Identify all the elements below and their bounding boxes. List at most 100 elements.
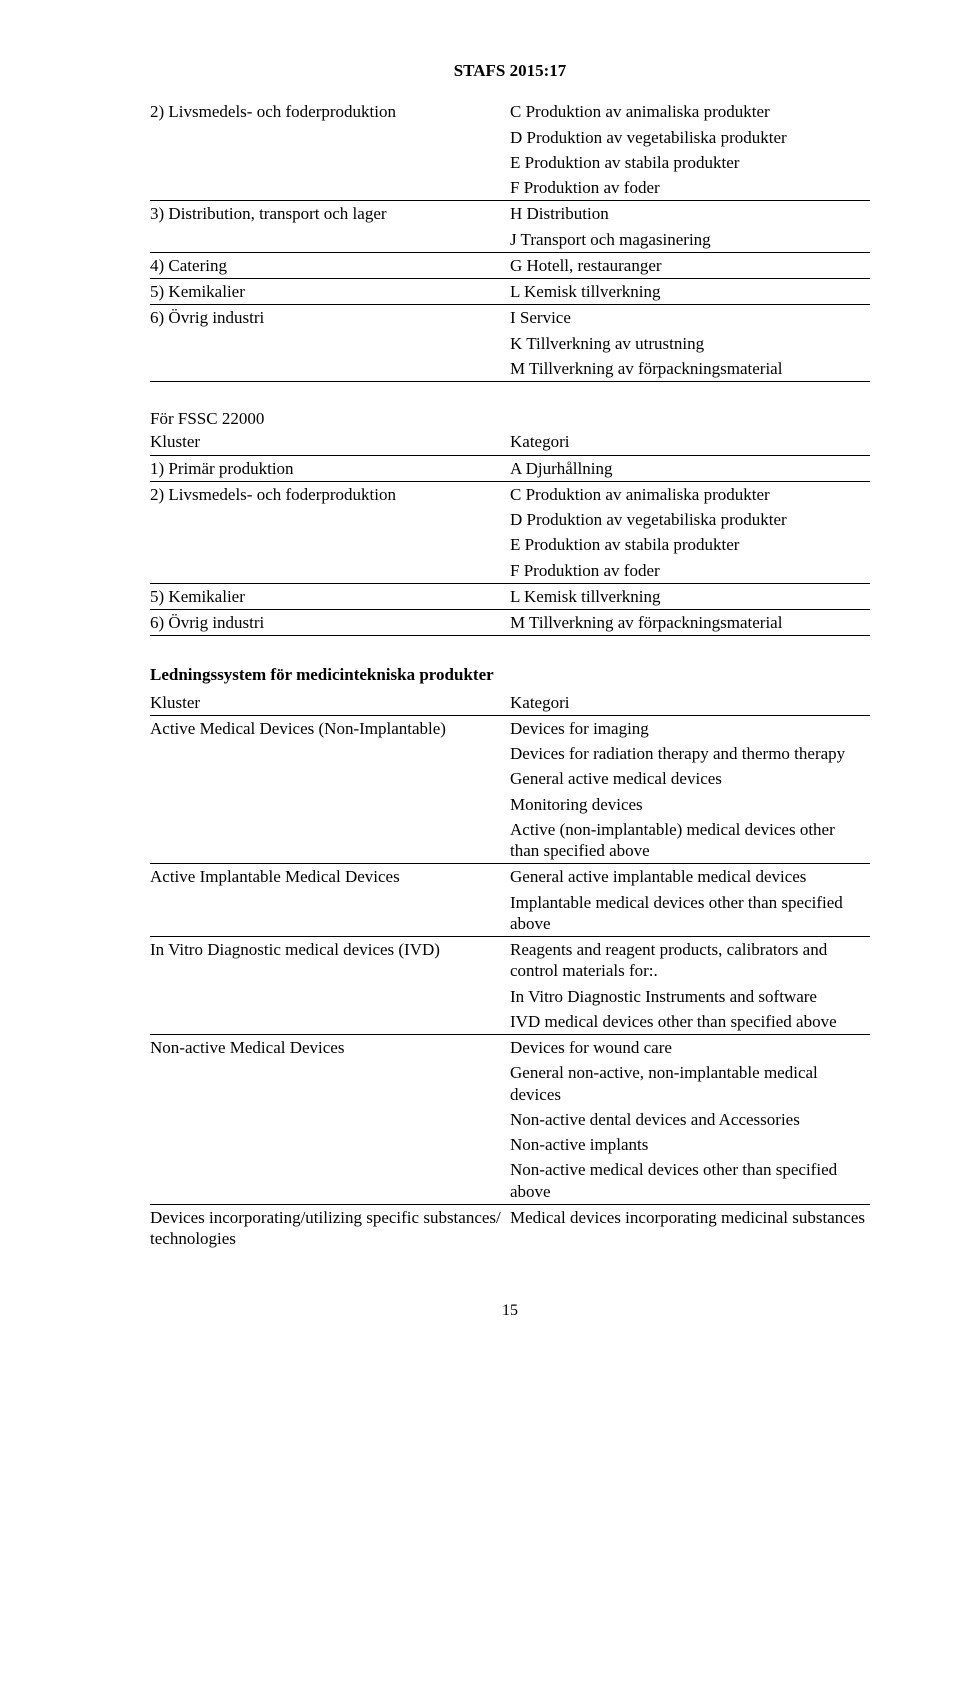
table-row: Non-active implants	[150, 1132, 870, 1157]
row-left: 2) Livsmedels- och foderproduktion	[150, 99, 510, 124]
row-left	[150, 766, 510, 791]
row-left: Active Implantable Medical Devices	[150, 864, 510, 890]
row-left: Kluster	[150, 429, 510, 455]
table-row: KlusterKategori	[150, 690, 870, 716]
row-right: Devices for imaging	[510, 715, 870, 741]
row-left	[150, 331, 510, 356]
table-row: In Vitro Diagnostic Instruments and soft…	[150, 984, 870, 1009]
row-right: Non-active implants	[510, 1132, 870, 1157]
table-row: 6) Övrig industriM Tillverkning av förpa…	[150, 610, 870, 636]
row-right: Kategori	[510, 429, 870, 455]
row-left	[150, 817, 510, 864]
row-right: Active (non-implantable) medical devices…	[510, 817, 870, 864]
row-left	[150, 1060, 510, 1107]
row-right: E Produktion av stabila produkter	[510, 532, 870, 557]
table-row: J Transport och magasinering	[150, 227, 870, 253]
row-right: M Tillverkning av förpackningsmaterial	[510, 356, 870, 382]
row-right: IVD medical devices other than specified…	[510, 1009, 870, 1035]
row-right: General active implantable medical devic…	[510, 864, 870, 890]
row-right: In Vitro Diagnostic Instruments and soft…	[510, 984, 870, 1009]
row-left	[150, 890, 510, 937]
row-left	[150, 792, 510, 817]
row-right: J Transport och magasinering	[510, 227, 870, 253]
row-left: 2) Livsmedels- och foderproduktion	[150, 481, 510, 507]
row-right: F Produktion av foder	[510, 558, 870, 584]
row-right: Devices for wound care	[510, 1035, 870, 1061]
table-row: D Produktion av vegetabiliska produkter	[150, 125, 870, 150]
row-left: In Vitro Diagnostic medical devices (IVD…	[150, 937, 510, 984]
table-3: KlusterKategoriActive Medical Devices (N…	[150, 690, 870, 1252]
row-right: D Produktion av vegetabiliska produkter	[510, 125, 870, 150]
row-right: L Kemisk tillverkning	[510, 279, 870, 305]
row-right: F Produktion av foder	[510, 175, 870, 201]
row-right: I Service	[510, 305, 870, 331]
row-left	[150, 507, 510, 532]
row-left: 1) Primär produktion	[150, 455, 510, 481]
row-right: K Tillverkning av utrustning	[510, 331, 870, 356]
table-row: 2) Livsmedels- och foderproduktionC Prod…	[150, 481, 870, 507]
row-right: C Produktion av animaliska produkter	[510, 481, 870, 507]
row-right: Non-active dental devices and Accessorie…	[510, 1107, 870, 1132]
row-left: 4) Catering	[150, 252, 510, 278]
table-row: 4) CateringG Hotell, restauranger	[150, 252, 870, 278]
row-left	[150, 1107, 510, 1132]
table-row: F Produktion av foder	[150, 175, 870, 201]
table-row: Non-active medical devices other than sp…	[150, 1157, 870, 1204]
row-right: D Produktion av vegetabiliska produkter	[510, 507, 870, 532]
row-left: 6) Övrig industri	[150, 305, 510, 331]
row-right: M Tillverkning av förpackningsmaterial	[510, 610, 870, 636]
row-left: Active Medical Devices (Non-Implantable)	[150, 715, 510, 741]
row-left: Non-active Medical Devices	[150, 1035, 510, 1061]
row-left	[150, 125, 510, 150]
page-number: 15	[150, 1301, 870, 1321]
row-right: Non-active medical devices other than sp…	[510, 1157, 870, 1204]
table-row: Devices for radiation therapy and thermo…	[150, 741, 870, 766]
row-right: Reagents and reagent products, calibrato…	[510, 937, 870, 984]
table-row: E Produktion av stabila produkter	[150, 532, 870, 557]
table-row: 6) Övrig industriI Service	[150, 305, 870, 331]
row-left	[150, 175, 510, 201]
row-right: L Kemisk tillverkning	[510, 583, 870, 609]
table-row: Active Implantable Medical DevicesGenera…	[150, 864, 870, 890]
row-left	[150, 1132, 510, 1157]
row-left	[150, 1157, 510, 1204]
table-row: IVD medical devices other than specified…	[150, 1009, 870, 1035]
row-left: 5) Kemikalier	[150, 279, 510, 305]
table-row: F Produktion av foder	[150, 558, 870, 584]
row-left: 5) Kemikalier	[150, 583, 510, 609]
row-left	[150, 558, 510, 584]
table-row: Non-active Medical DevicesDevices for wo…	[150, 1035, 870, 1061]
table-row: Devices incorporating/utilizing specific…	[150, 1204, 870, 1251]
table-2: KlusterKategori1) Primär produktionA Dju…	[150, 429, 870, 636]
table-row: 2) Livsmedels- och foderproduktionC Prod…	[150, 99, 870, 124]
row-left: Kluster	[150, 690, 510, 716]
table-1: 2) Livsmedels- och foderproduktionC Prod…	[150, 99, 870, 382]
table-row: K Tillverkning av utrustning	[150, 331, 870, 356]
row-right: G Hotell, restauranger	[510, 252, 870, 278]
row-right: Monitoring devices	[510, 792, 870, 817]
table-row: In Vitro Diagnostic medical devices (IVD…	[150, 937, 870, 984]
row-right: C Produktion av animaliska produkter	[510, 99, 870, 124]
table-row: KlusterKategori	[150, 429, 870, 455]
row-left: Devices incorporating/utilizing specific…	[150, 1204, 510, 1251]
table-row: Non-active dental devices and Accessorie…	[150, 1107, 870, 1132]
table-row: Implantable medical devices other than s…	[150, 890, 870, 937]
table-row: General active medical devices	[150, 766, 870, 791]
row-left	[150, 984, 510, 1009]
row-left: 6) Övrig industri	[150, 610, 510, 636]
row-right: General active medical devices	[510, 766, 870, 791]
row-right: A Djurhållning	[510, 455, 870, 481]
row-left	[150, 1009, 510, 1035]
row-left	[150, 532, 510, 557]
table-row: Monitoring devices	[150, 792, 870, 817]
row-right: General non-active, non-implantable medi…	[510, 1060, 870, 1107]
row-right: H Distribution	[510, 201, 870, 227]
table-row: 5) KemikalierL Kemisk tillverkning	[150, 583, 870, 609]
row-left: 3) Distribution, transport och lager	[150, 201, 510, 227]
row-left	[150, 741, 510, 766]
table-row: Active (non-implantable) medical devices…	[150, 817, 870, 864]
doc-title: STAFS 2015:17	[150, 60, 870, 81]
fssc-heading: För FSSC 22000	[150, 408, 870, 429]
row-right: E Produktion av stabila produkter	[510, 150, 870, 175]
row-right: Kategori	[510, 690, 870, 716]
